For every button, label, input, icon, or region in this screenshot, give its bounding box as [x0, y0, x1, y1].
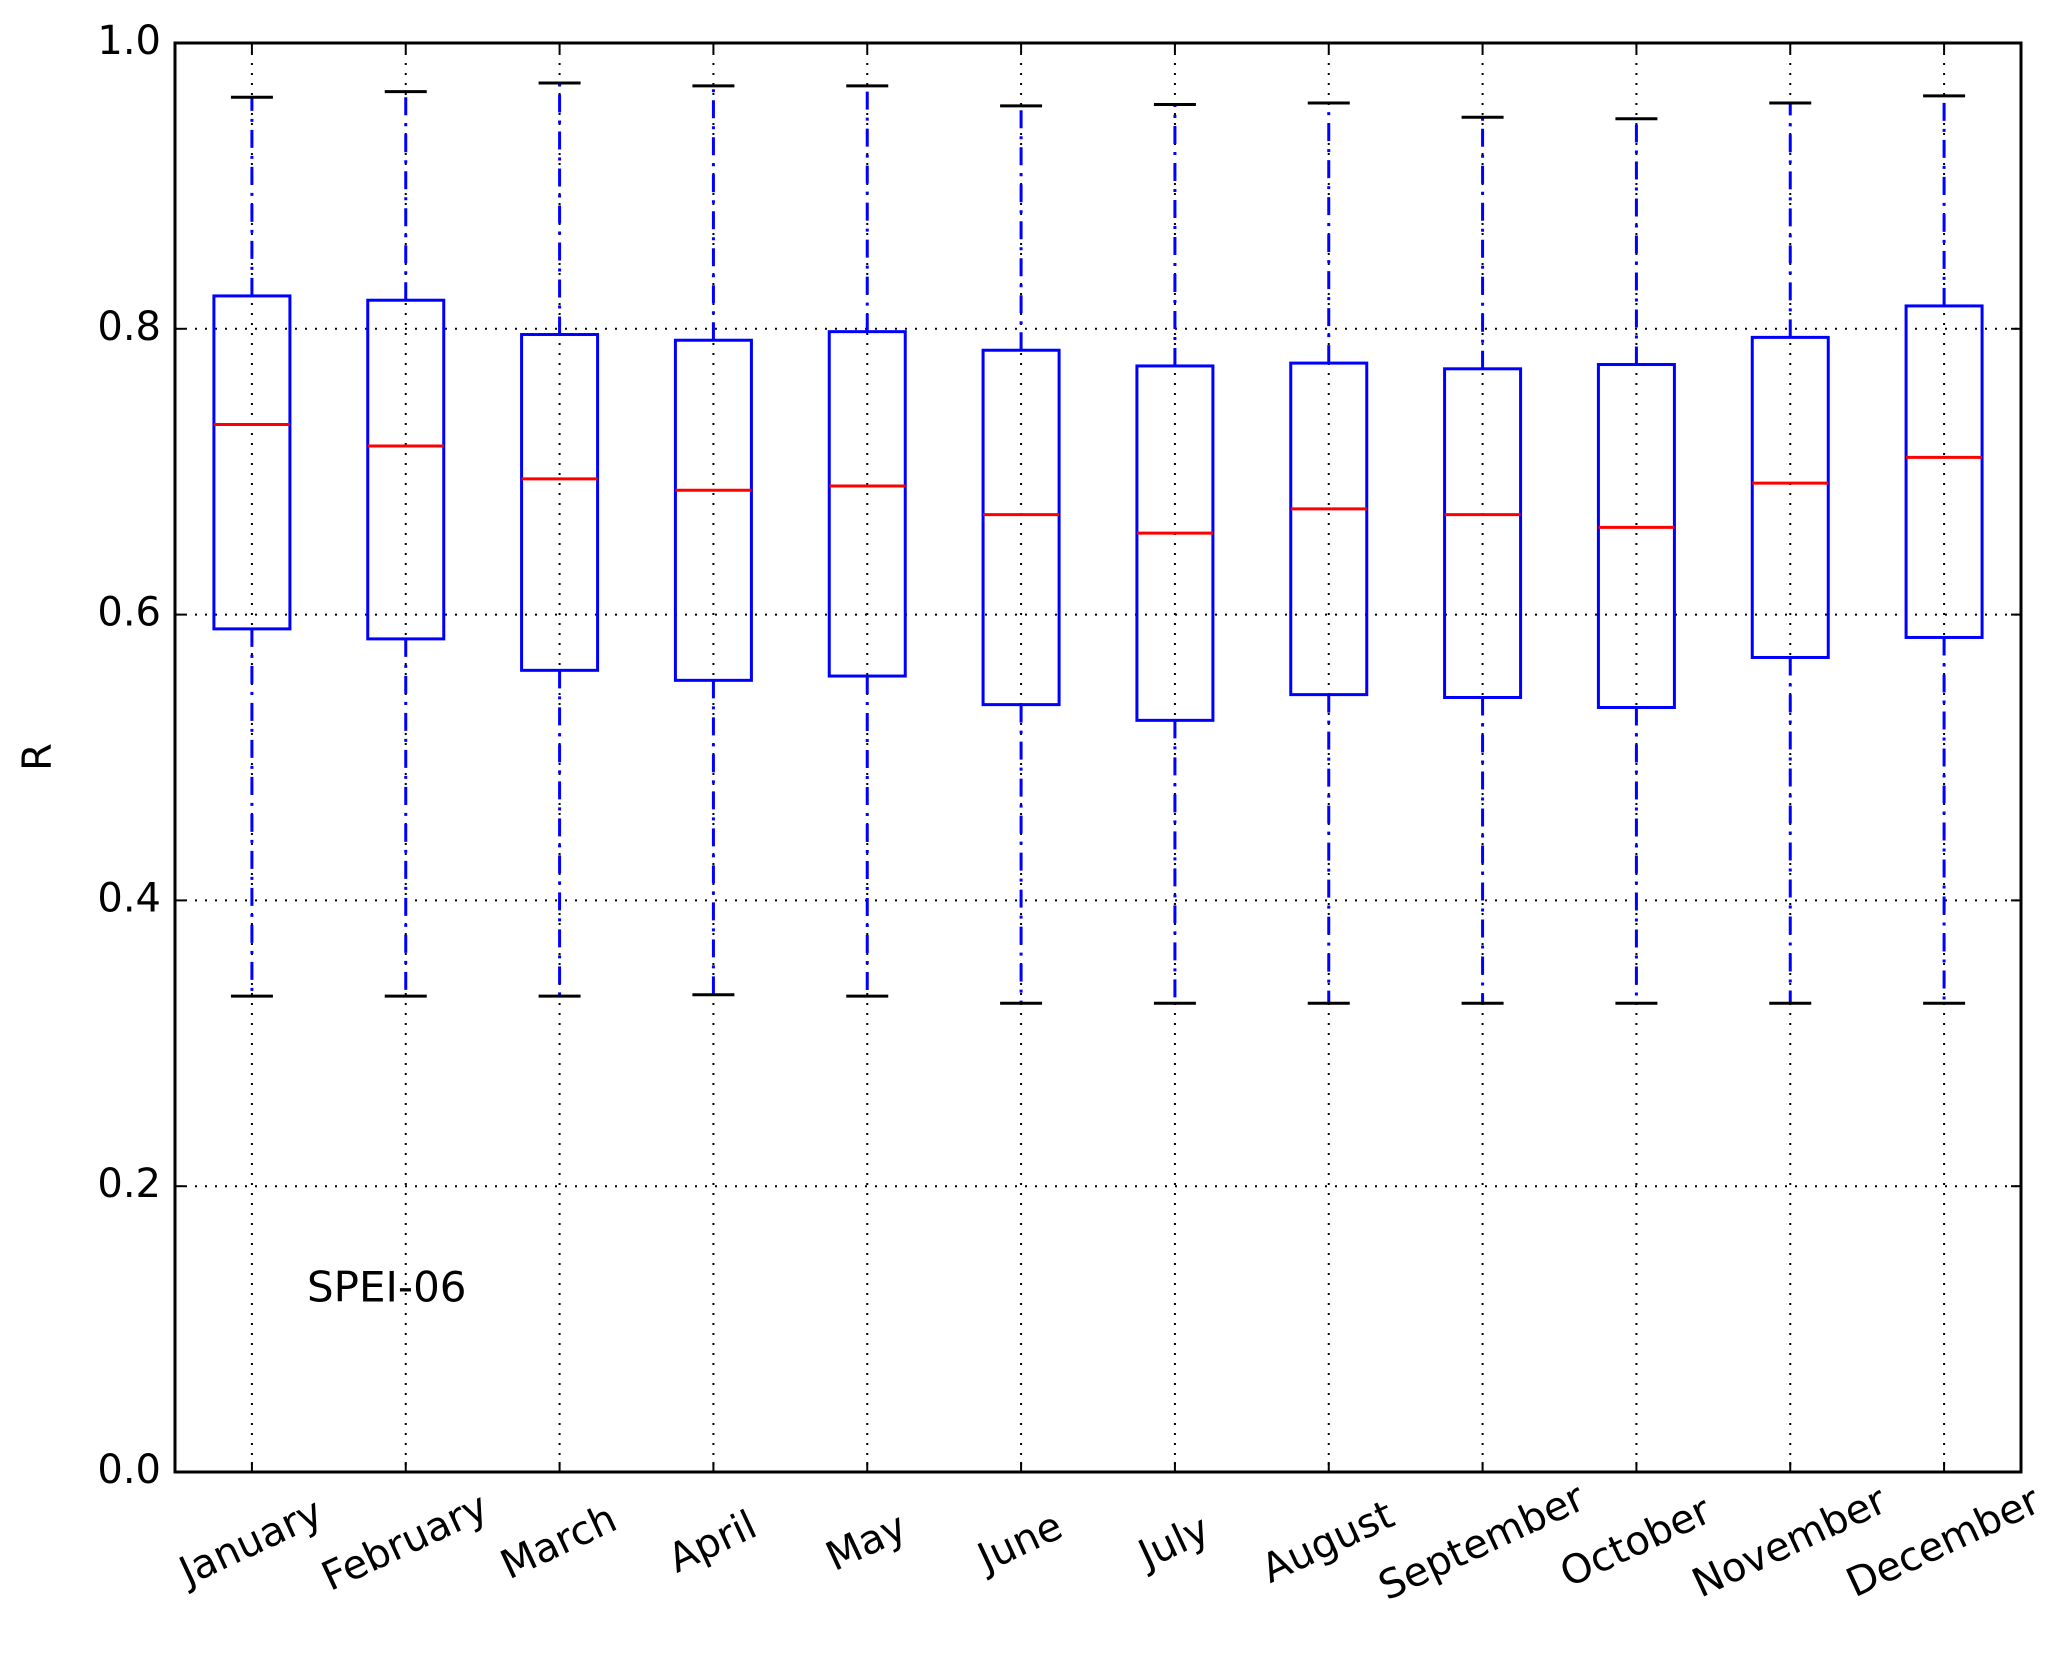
y-tick-label: 0.6 — [97, 590, 161, 636]
y-tick-label: 0.0 — [97, 1447, 161, 1493]
y-tick-label: 0.4 — [97, 875, 161, 921]
box — [212, 294, 292, 631]
annotation: SPEI-06 — [307, 1263, 467, 1312]
box — [1750, 335, 1830, 659]
box — [1596, 363, 1676, 709]
plot-frame — [173, 41, 2023, 1474]
y-axis-label: R — [15, 743, 61, 771]
box — [520, 333, 600, 672]
y-tick-label: 0.2 — [97, 1161, 161, 1207]
x-tick-label: July — [1129, 1506, 1216, 1579]
x-tick-label: June — [968, 1503, 1069, 1583]
box — [1289, 361, 1369, 697]
x-tick-label: January — [170, 1489, 330, 1596]
box — [1904, 304, 1984, 639]
box — [1443, 367, 1523, 699]
box — [827, 330, 907, 678]
box — [981, 348, 1061, 707]
x-tick-label: September — [1372, 1474, 1592, 1609]
box — [366, 298, 446, 641]
box — [673, 338, 753, 682]
x-tick-label: February — [315, 1484, 495, 1601]
x-tick-label: May — [819, 1504, 913, 1581]
y-tick-label: 0.8 — [97, 304, 161, 350]
box — [1135, 364, 1215, 722]
x-tick-label: April — [661, 1502, 763, 1582]
y-tick-label: 1.0 — [97, 18, 161, 64]
x-tick-label: March — [494, 1496, 624, 1589]
